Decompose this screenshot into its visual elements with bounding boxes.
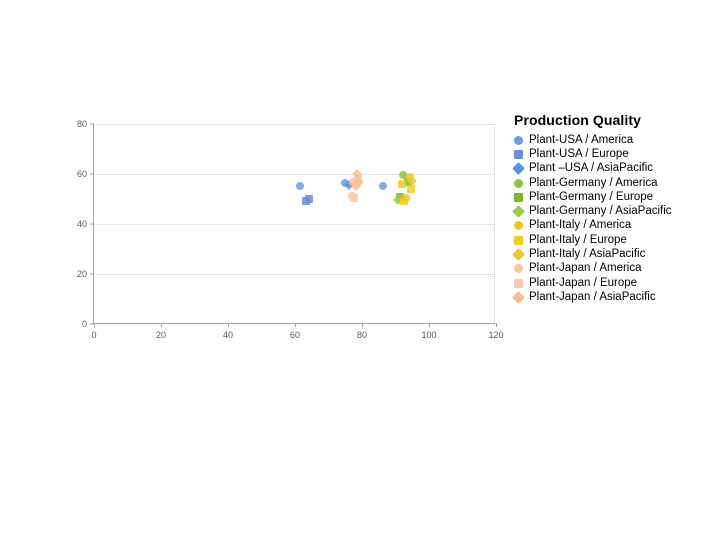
legend-item[interactable]: Plant-Germany / America (514, 176, 714, 190)
legend-item[interactable]: Plant-USA / America (514, 133, 714, 147)
y-tick-label: 0 (81, 319, 87, 329)
x-tick-label: 80 (356, 330, 368, 340)
legend-item[interactable]: Plant-Germany / Europe (514, 190, 714, 204)
gridline (94, 274, 495, 275)
diamond-marker-icon (512, 205, 525, 218)
circle-marker-icon (514, 264, 523, 274)
data-point (349, 193, 358, 202)
legend-item[interactable]: Plant-Italy / AsiaPacific (512, 247, 714, 261)
x-tick-label: 20 (155, 330, 167, 340)
legend-item-label: Plant-Japan / AsiaPacific (529, 290, 656, 303)
data-point (379, 181, 388, 190)
chart-legend: Production Quality Plant-USA / America Pl… (512, 112, 714, 305)
x-tick-mark (94, 323, 95, 327)
y-tick-mark (90, 223, 94, 225)
legend-item-label: Plant-USA / Europe (529, 147, 629, 160)
diamond-marker-icon (512, 291, 525, 304)
legend-item[interactable]: Plant –USA / AsiaPacific (512, 162, 714, 176)
scatter-chart: 0 20 40 60 80 0 20 40 60 80 100 120 (0, 0, 520, 360)
data-point (398, 171, 407, 179)
legend-title: Production Quality (514, 112, 642, 128)
data-point (406, 184, 415, 193)
square-marker-icon (514, 235, 523, 245)
legend-item[interactable]: Plant-USA / Europe (514, 147, 714, 161)
x-tick-mark (362, 323, 363, 327)
legend-item[interactable]: Plant-Germany / AsiaPacific (512, 204, 714, 218)
legend-item-label: Plant-Italy / AsiaPacific (529, 248, 646, 261)
legend-item-label: Plant-Japan / Europe (529, 276, 638, 289)
diamond-marker-icon (512, 162, 525, 176)
data-point (305, 194, 314, 203)
y-tick-label: 60 (76, 169, 87, 179)
x-tick-label: 120 (488, 330, 504, 340)
legend-item-label: Plant-Germany / America (529, 176, 658, 189)
legend-item[interactable]: Plant-Italy / America (514, 219, 714, 233)
legend-item-label: Plant-USA / America (529, 133, 634, 146)
x-tick-mark (429, 323, 430, 327)
legend-item[interactable]: Plant-Japan / AsiaPacific (512, 290, 714, 304)
legend-item-label: Plant –USA / AsiaPacific (529, 162, 654, 175)
x-tick-mark (228, 323, 229, 327)
legend-item[interactable]: Plant-Italy / Europe (514, 233, 714, 247)
y-tick-label: 20 (76, 269, 87, 279)
legend-item-label: Plant-Japan / America (529, 262, 642, 275)
circle-marker-icon (514, 178, 523, 188)
x-tick-label: 100 (421, 330, 437, 340)
square-marker-icon (514, 149, 523, 159)
legend-item-label: Plant-Germany / Europe (529, 190, 654, 203)
x-tick-mark (496, 323, 497, 327)
y-tick-mark (90, 323, 94, 325)
legend-item[interactable]: Plant-Japan / Europe (514, 276, 714, 290)
data-point (296, 181, 305, 190)
gridline (94, 174, 495, 175)
x-tick-label: 40 (222, 330, 234, 340)
y-tick-label: 40 (76, 219, 87, 229)
data-point (397, 180, 406, 188)
data-point (400, 196, 409, 205)
y-tick-mark (90, 273, 94, 275)
circle-marker-icon (514, 221, 523, 231)
gridline (94, 224, 495, 225)
square-marker-icon (514, 192, 523, 202)
diamond-marker-icon (512, 248, 525, 261)
data-point (348, 177, 357, 186)
x-tick-mark (161, 323, 162, 327)
y-tick-mark (90, 123, 94, 125)
plot-area: 0 20 40 60 80 0 20 40 60 80 100 120 (77, 119, 504, 340)
legend-item-label: Plant-Italy / America (529, 219, 632, 232)
x-tick-label: 60 (289, 330, 301, 340)
legend-items: Plant-USA / America Plant-USA / Europe Pla… (512, 133, 714, 305)
circle-marker-icon (514, 135, 523, 145)
y-tick-label: 80 (76, 119, 87, 129)
y-tick-mark (90, 173, 94, 175)
square-marker-icon (514, 278, 523, 288)
legend-item-label: Plant-Germany / AsiaPacific (529, 205, 672, 218)
legend-item[interactable]: Plant-Japan / America (514, 262, 714, 276)
legend-item-label: Plant-Italy / Europe (529, 233, 627, 246)
x-tick-mark (295, 323, 296, 327)
x-tick-label: 0 (91, 330, 97, 340)
gridline (94, 124, 495, 125)
